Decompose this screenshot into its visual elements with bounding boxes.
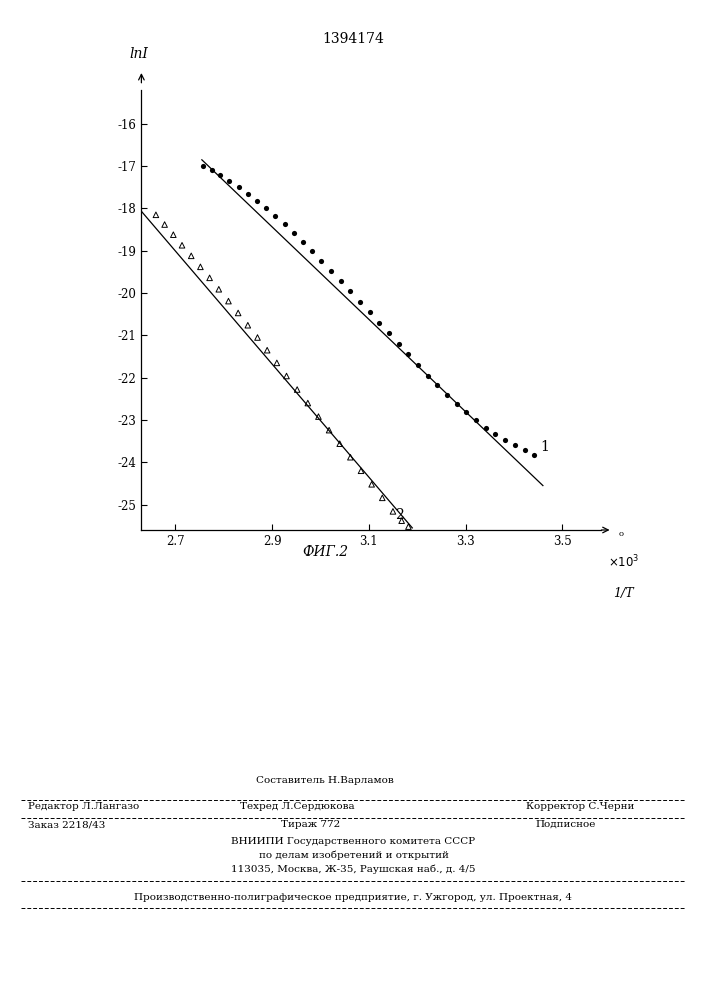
Point <box>223 293 234 309</box>
Point <box>461 404 472 420</box>
Point <box>270 208 281 224</box>
Point <box>243 317 254 333</box>
Point <box>519 442 530 458</box>
Point <box>185 248 197 264</box>
Text: Заказ 2218/43: Заказ 2218/43 <box>28 820 105 829</box>
Point <box>151 207 162 223</box>
Text: Подписное: Подписное <box>535 820 596 829</box>
Point <box>422 368 433 384</box>
Point <box>233 305 244 321</box>
Point <box>383 325 395 341</box>
Point <box>288 225 300 241</box>
Text: 1/T: 1/T <box>614 587 634 600</box>
Point <box>302 395 313 411</box>
Point <box>441 387 452 403</box>
Point <box>176 237 187 253</box>
Point <box>252 193 263 209</box>
Point <box>377 490 388 506</box>
Point <box>316 253 327 269</box>
Text: ВНИИПИ Государственного комитета СССР: ВНИИПИ Государственного комитета СССР <box>231 837 476 846</box>
Text: 1: 1 <box>540 440 549 454</box>
Point <box>168 227 179 243</box>
Point <box>345 449 356 465</box>
Text: Корректор С.Черни: Корректор С.Черни <box>525 802 634 811</box>
Point <box>412 357 423 373</box>
Point <box>206 162 217 178</box>
Point <box>281 368 292 384</box>
Point <box>451 396 462 412</box>
Text: Производственно-полиграфическое предприятие, г. Ужгород, ул. Проектная, 4: Производственно-полиграфическое предприя… <box>134 893 573 902</box>
Text: Тираж 772: Тираж 772 <box>281 820 341 829</box>
Point <box>345 283 356 299</box>
Point <box>252 330 263 346</box>
Point <box>387 503 399 519</box>
Text: ФИГ.2: ФИГ.2 <box>302 545 349 559</box>
Point <box>262 342 273 358</box>
Point <box>291 382 303 398</box>
Point <box>335 273 346 289</box>
Point <box>325 263 337 279</box>
Point <box>323 422 334 438</box>
Text: 2: 2 <box>395 508 404 522</box>
Point <box>529 447 540 463</box>
Point <box>374 315 385 331</box>
Point <box>490 426 501 442</box>
Point <box>356 463 367 479</box>
Text: o: o <box>619 530 624 538</box>
Point <box>197 158 209 174</box>
Point <box>159 217 170 233</box>
Text: lnI: lnI <box>129 47 148 61</box>
Point <box>261 200 272 216</box>
Point <box>279 216 291 232</box>
Point <box>233 179 245 195</box>
Point <box>364 304 375 320</box>
Point <box>480 420 491 436</box>
Point <box>204 270 215 286</box>
Text: $\times 10^3$: $\times 10^3$ <box>608 554 639 571</box>
Text: по делам изобретений и открытий: по делам изобретений и открытий <box>259 851 448 860</box>
Point <box>271 355 283 371</box>
Point <box>500 432 511 448</box>
Point <box>432 377 443 393</box>
Text: Техред Л.Сердюкова: Техред Л.Сердюкова <box>240 802 354 811</box>
Text: 1394174: 1394174 <box>322 32 385 46</box>
Point <box>470 412 481 428</box>
Point <box>243 186 254 202</box>
Point <box>298 234 309 250</box>
Point <box>224 173 235 189</box>
Point <box>509 437 520 453</box>
Point <box>396 513 407 529</box>
Point <box>354 294 366 310</box>
Point <box>307 243 318 259</box>
Point <box>215 167 226 183</box>
Point <box>194 259 206 275</box>
Point <box>403 519 414 535</box>
Text: 113035, Москва, Ж-35, Раушская наб., д. 4/5: 113035, Москва, Ж-35, Раушская наб., д. … <box>231 865 476 874</box>
Point <box>312 409 324 425</box>
Text: Составитель Н.Варламов: Составитель Н.Варламов <box>257 776 394 785</box>
Text: Редактор Л.Лангазо: Редактор Л.Лангазо <box>28 802 139 811</box>
Point <box>213 281 224 297</box>
Point <box>334 436 346 452</box>
Point <box>393 336 404 352</box>
Point <box>403 346 414 362</box>
Point <box>366 476 378 492</box>
